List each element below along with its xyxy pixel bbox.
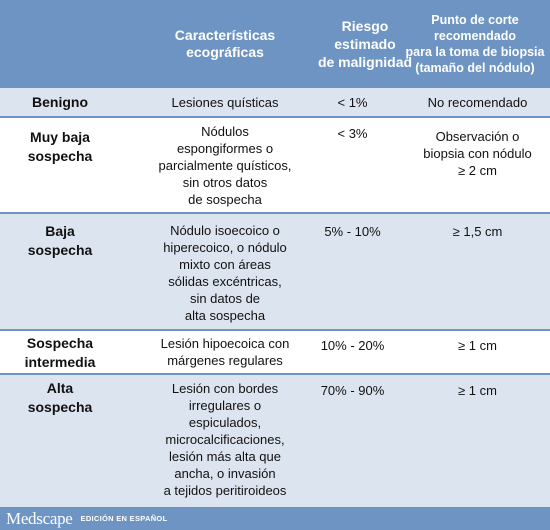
table-row-alta-sospecha: Alta sospecha Lesión con bordes irregula… [0, 375, 550, 507]
medscape-logo: Medscape [6, 508, 73, 528]
table-row-baja-sospecha: Baja sospecha Nódulo isoecoico o hiperec… [0, 214, 550, 329]
row-divider [0, 373, 550, 375]
row-riesgo: 10% - 20% [320, 338, 385, 353]
header-punto-de-corte: Punto de corte recomendado para la toma … [405, 13, 545, 75]
row-divider [0, 329, 550, 331]
row-caracteristicas: Lesión con bordes irregulares o espicula… [163, 381, 287, 498]
table-header: Características ecográficas Riesgo estim… [0, 0, 550, 88]
row-categoria: Alta sospecha [27, 380, 93, 415]
header-caracteristicas: Características ecográficas [145, 0, 305, 88]
row-punto: ≥ 1,5 cm [452, 224, 503, 239]
table-row-muy-baja-sospecha: Muy baja sospecha Nódulos espongiformes … [0, 118, 550, 212]
row-caracteristicas: Nódulo isoecoico o hiperecoico, o nódulo… [163, 223, 287, 323]
table-row-benigno: Benigno Lesiones quísticas < 1% No recom… [0, 88, 550, 116]
footer-bar: Medscape EDICIÓN EN ESPAÑOL [0, 507, 550, 530]
row-riesgo: 5% - 10% [324, 224, 381, 239]
row-punto: ≥ 1 cm [458, 383, 497, 398]
row-categoria: Benigno [32, 94, 88, 110]
row-riesgo: < 1% [337, 95, 368, 110]
row-categoria: Muy baja sospecha [27, 129, 93, 164]
row-riesgo: 70% - 90% [320, 383, 385, 398]
row-caracteristicas: Nódulos espongiformes o parcialmente quí… [158, 124, 292, 207]
table-row-sospecha-intermedia: Sospecha intermedia Lesión hipoecoica co… [0, 331, 550, 373]
row-punto: Observación o biopsia con nódulo ≥ 2 cm [423, 129, 532, 178]
edition-label: EDICIÓN EN ESPAÑOL [80, 514, 168, 523]
row-caracteristicas: Lesiones quísticas [171, 95, 279, 110]
header-caracteristicas-label: Características ecográficas [174, 27, 276, 60]
row-divider [0, 212, 550, 214]
row-categoria: Baja sospecha [27, 223, 93, 258]
row-punto: ≥ 1 cm [458, 338, 497, 353]
row-caracteristicas: Lesión hipoecoica con márgenes regulares [160, 336, 290, 368]
row-categoria: Sospecha intermedia [24, 335, 96, 370]
row-punto: No recomendado [427, 95, 528, 110]
row-riesgo: < 3% [337, 126, 368, 141]
row-divider [0, 116, 550, 118]
header-riesgo: Riesgo estimado de malignidad [317, 18, 413, 70]
